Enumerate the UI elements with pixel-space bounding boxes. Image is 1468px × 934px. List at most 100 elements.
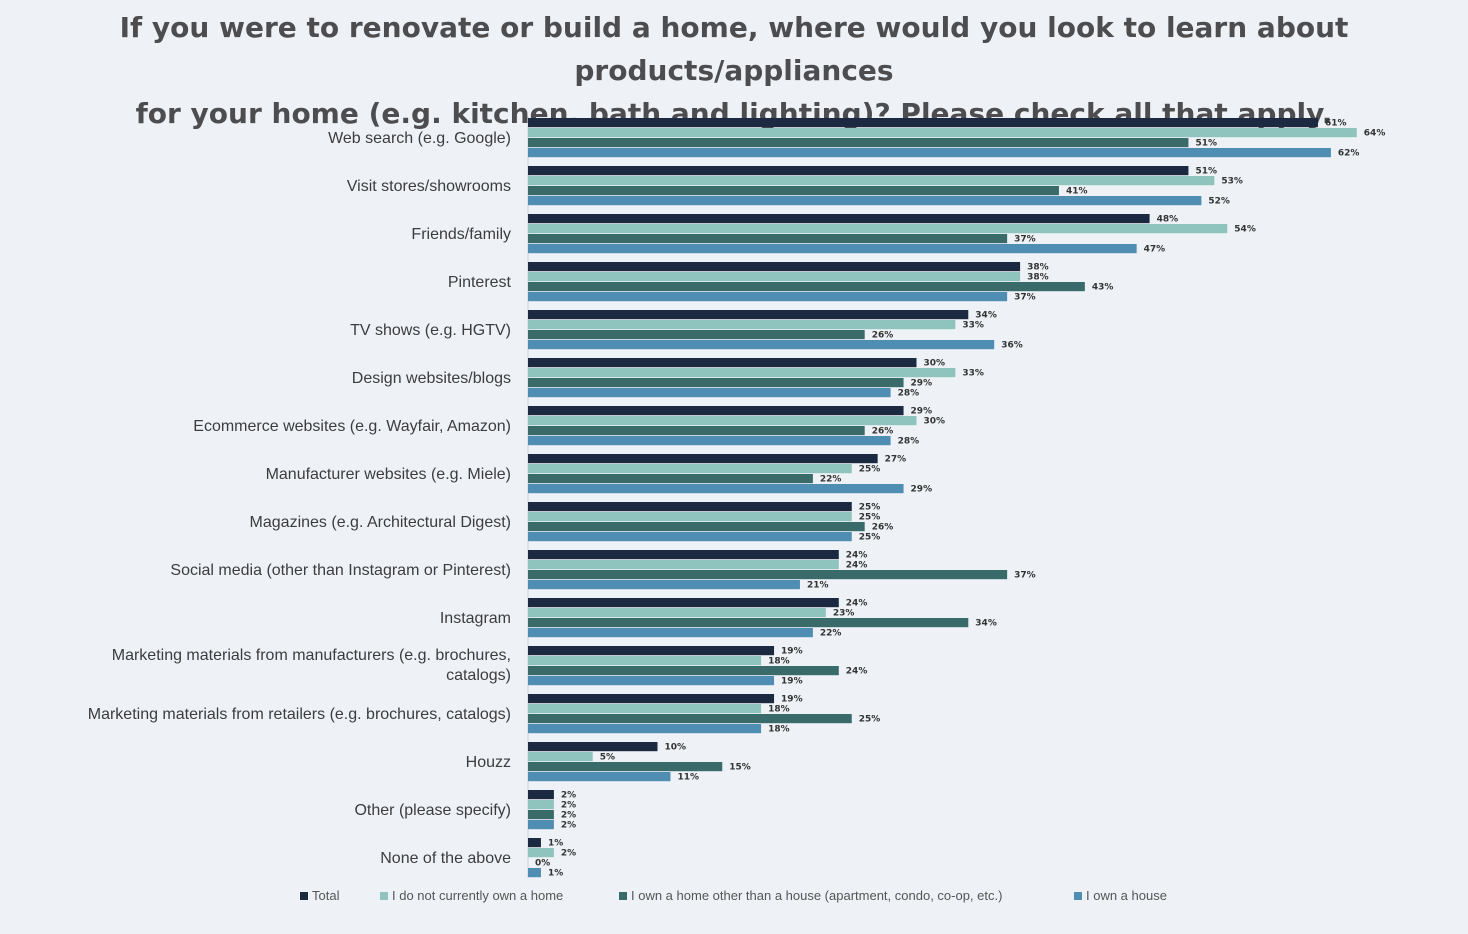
category-label-6: Ecommerce websites (e.g. Wayfair, Amazon…: [193, 418, 511, 435]
data-label-1-series-0: 51%: [1195, 167, 1217, 177]
bar-12-series-2: [528, 714, 852, 724]
bar-1-series-2: [528, 186, 1059, 196]
data-label-3-series-3: 37%: [1014, 293, 1036, 303]
bar-15-series-3: [528, 868, 541, 878]
bar-5-series-3: [528, 388, 891, 398]
bar-7-series-2: [528, 474, 813, 484]
bar-12-series-3: [528, 724, 762, 734]
data-label-15-series-3: 1%: [548, 869, 563, 879]
chart-title-line-1: If you were to renovate or build a home,…: [119, 11, 1349, 87]
data-label-4-series-0: 34%: [975, 311, 997, 321]
bar-13-series-0: [528, 742, 658, 752]
data-label-7-series-1: 25%: [859, 465, 881, 475]
bar-10-series-2: [528, 618, 969, 628]
data-label-1-series-2: 41%: [1066, 187, 1088, 197]
category-label-0: Web search (e.g. Google): [328, 130, 511, 147]
data-label-7-series-2: 22%: [820, 475, 842, 485]
bar-13-series-1: [528, 752, 593, 762]
category-label-2: Friends/family: [411, 226, 511, 243]
data-label-2-series-2: 37%: [1014, 235, 1036, 245]
category-label-11-line-0: Marketing materials from manufacturers (…: [112, 647, 511, 664]
data-label-9-series-1: 24%: [846, 561, 868, 571]
data-label-4-series-2: 26%: [872, 331, 894, 341]
bar-5-series-2: [528, 378, 904, 388]
data-label-12-series-0: 19%: [781, 695, 803, 705]
data-label-10-series-3: 22%: [820, 629, 842, 639]
bar-13-series-2: [528, 762, 723, 772]
data-label-8-series-1: 25%: [859, 513, 881, 523]
data-label-8-series-2: 26%: [872, 523, 894, 533]
data-label-15-series-0: 1%: [548, 839, 563, 849]
bar-3-series-2: [528, 282, 1085, 292]
bar-14-series-3: [528, 820, 554, 830]
data-label-8-series-3: 25%: [859, 533, 881, 543]
data-label-7-series-3: 29%: [911, 485, 933, 495]
bar-7-series-3: [528, 484, 904, 494]
category-label-4: TV shows (e.g. HGTV): [350, 322, 511, 339]
data-label-6-series-1: 30%: [924, 417, 946, 427]
data-label-12-series-1: 18%: [768, 705, 790, 715]
data-label-11-series-0: 19%: [781, 647, 803, 657]
data-label-0-series-0: 61%: [1325, 119, 1347, 129]
category-label-12: Marketing materials from retailers (e.g.…: [88, 706, 511, 723]
category-label-3: Pinterest: [448, 274, 512, 291]
data-label-2-series-3: 47%: [1144, 245, 1166, 255]
bar-8-series-1: [528, 512, 852, 522]
data-label-14-series-1: 2%: [561, 801, 576, 811]
legend-label-2: I own a home other than a house (apartme…: [631, 888, 1002, 903]
data-label-10-series-0: 24%: [846, 599, 868, 609]
category-label-9: Social media (other than Instagram or Pi…: [170, 562, 511, 579]
legend-swatch-2: [619, 892, 627, 900]
data-label-3-series-1: 38%: [1027, 273, 1049, 283]
data-label-10-series-2: 34%: [975, 619, 997, 629]
bar-5-series-1: [528, 368, 956, 378]
data-label-13-series-0: 10%: [665, 743, 687, 753]
bar-2-series-0: [528, 214, 1150, 224]
bar-1-series-0: [528, 166, 1189, 176]
bar-7-series-0: [528, 454, 878, 464]
bar-8-series-3: [528, 532, 852, 542]
data-label-9-series-3: 21%: [807, 581, 829, 591]
bar-9-series-1: [528, 560, 839, 570]
data-label-6-series-0: 29%: [911, 407, 933, 417]
data-label-9-series-2: 37%: [1014, 571, 1036, 581]
bar-3-series-3: [528, 292, 1008, 302]
data-label-13-series-3: 11%: [677, 773, 699, 783]
data-label-0-series-2: 51%: [1195, 139, 1217, 149]
legend-swatch-1: [380, 892, 388, 900]
bar-7-series-1: [528, 464, 852, 474]
data-label-12-series-3: 18%: [768, 725, 790, 735]
bar-9-series-3: [528, 580, 800, 590]
category-label-5: Design websites/blogs: [352, 370, 511, 387]
bar-2-series-1: [528, 224, 1228, 234]
bar-1-series-1: [528, 176, 1215, 186]
bar-11-series-3: [528, 676, 775, 686]
category-label-11-line-1: catalogs): [446, 667, 511, 684]
bar-12-series-1: [528, 704, 762, 714]
category-label-15: None of the above: [380, 850, 511, 867]
data-label-14-series-2: 2%: [561, 811, 576, 821]
data-label-11-series-2: 24%: [846, 667, 868, 677]
bar-10-series-1: [528, 608, 826, 618]
bar-0-series-0: [528, 118, 1318, 128]
bar-9-series-0: [528, 550, 839, 560]
legend-label-0: Total: [312, 888, 340, 903]
data-label-4-series-1: 33%: [962, 321, 984, 331]
category-label-7: Manufacturer websites (e.g. Miele): [266, 466, 511, 483]
legend-swatch-3: [1074, 892, 1082, 900]
data-label-0-series-1: 64%: [1364, 129, 1386, 139]
bar-15-series-0: [528, 838, 541, 848]
bar-15-series-1: [528, 848, 554, 858]
category-label-13: Houzz: [466, 754, 511, 771]
data-label-6-series-3: 28%: [898, 437, 920, 447]
legend-label-3: I own a house: [1086, 888, 1167, 903]
data-label-11-series-1: 18%: [768, 657, 790, 667]
data-label-11-series-3: 19%: [781, 677, 803, 687]
data-label-14-series-3: 2%: [561, 821, 576, 831]
data-label-12-series-2: 25%: [859, 715, 881, 725]
bar-6-series-0: [528, 406, 904, 416]
data-label-9-series-0: 24%: [846, 551, 868, 561]
legend-label-1: I do not currently own a home: [392, 888, 563, 903]
bar-1-series-3: [528, 196, 1202, 206]
data-label-13-series-2: 15%: [729, 763, 751, 773]
